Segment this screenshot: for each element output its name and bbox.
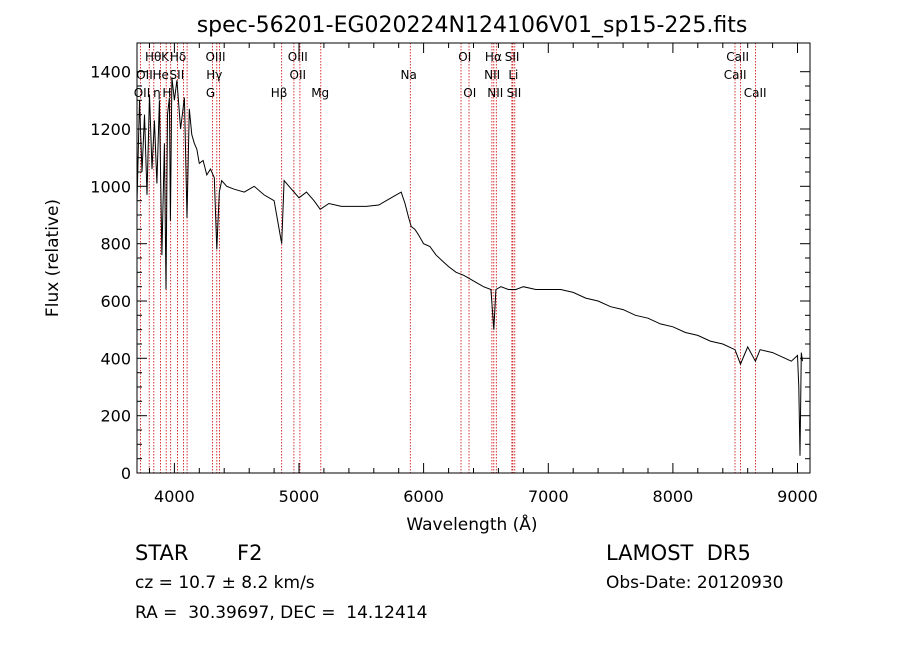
emission-line-markers: [139, 43, 756, 473]
y-tick-label: 1200: [90, 120, 131, 139]
line-label: SII: [507, 86, 522, 100]
chart-title: spec-56201-EG020224N124106V01_sp15-225.f…: [197, 13, 748, 38]
line-label: η: [153, 86, 161, 100]
line-label: NII: [487, 86, 503, 100]
y-tick-label: 800: [100, 235, 131, 254]
line-label: He: [152, 68, 168, 82]
line-label: Hδ: [170, 50, 186, 64]
line-label: SII: [505, 50, 520, 64]
line-label: Li: [508, 68, 518, 82]
y-axis: 0 200 400 600 800 1000 1200 1400: [90, 63, 810, 483]
line-label: NII: [484, 68, 500, 82]
observation-date: Obs-Date: 20120930: [606, 573, 784, 593]
y-tick-label: 400: [100, 349, 131, 368]
y-tick-label: 0: [121, 464, 131, 483]
line-label: G: [206, 86, 215, 100]
y-tick-label: 200: [100, 407, 131, 426]
line-label: OIII: [205, 50, 225, 64]
line-label: SII: [170, 68, 185, 82]
coordinates: RA = 30.39697, DEC = 14.12414: [135, 603, 428, 623]
line-label: OII: [290, 68, 307, 82]
line-label: Hθ: [145, 50, 161, 64]
x-tick-label: 7000: [528, 487, 569, 506]
line-label: OI: [463, 86, 476, 100]
y-tick-label: 1400: [90, 63, 131, 82]
line-label: OII: [134, 86, 151, 100]
line-label: Na: [401, 68, 417, 82]
y-axis-label: Flux (relative): [43, 199, 63, 317]
line-label: CaII: [726, 50, 749, 64]
object-subclass: F2: [237, 541, 263, 565]
x-tick-label: 8000: [653, 487, 694, 506]
line-label: CaII: [724, 68, 747, 82]
object-class: STAR: [135, 541, 189, 565]
line-label: Hα: [485, 50, 502, 64]
redshift-velocity: cz = 10.7 ± 8.2 km/s: [135, 573, 315, 593]
line-label: CaII: [744, 86, 767, 100]
plot-frame: [136, 42, 811, 474]
spectrum-line: [136, 77, 803, 456]
line-label: Mg: [311, 86, 329, 100]
line-label: H: [162, 86, 171, 100]
line-label: OIII: [288, 50, 308, 64]
line-label: K: [161, 50, 170, 64]
x-tick-label: 9000: [777, 487, 818, 506]
line-label: Hγ: [206, 68, 222, 82]
line-label: Hβ: [271, 86, 288, 100]
y-tick-label: 1000: [90, 177, 131, 196]
x-tick-label: 4000: [154, 487, 195, 506]
line-label: OII: [136, 68, 153, 82]
x-tick-label: 6000: [403, 487, 444, 506]
y-tick-label: 600: [100, 292, 131, 311]
line-label: OI: [458, 50, 471, 64]
x-axis-label: Wavelength (Å): [406, 513, 537, 535]
x-axis: 4000 5000 6000 7000 8000 9000: [149, 43, 818, 506]
x-tick-label: 5000: [279, 487, 320, 506]
survey-name: LAMOST DR5: [606, 541, 751, 565]
